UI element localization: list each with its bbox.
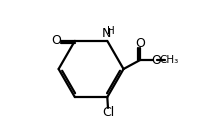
Text: CH₃: CH₃ bbox=[160, 55, 179, 65]
Text: O: O bbox=[135, 37, 145, 50]
Text: Cl: Cl bbox=[102, 106, 114, 119]
Text: O: O bbox=[51, 34, 61, 47]
Text: O: O bbox=[151, 54, 161, 67]
Text: H: H bbox=[107, 26, 115, 36]
Text: N: N bbox=[102, 27, 111, 40]
